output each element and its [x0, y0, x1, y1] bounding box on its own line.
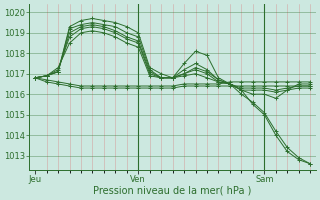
X-axis label: Pression niveau de la mer( hPa ): Pression niveau de la mer( hPa ): [93, 186, 252, 196]
